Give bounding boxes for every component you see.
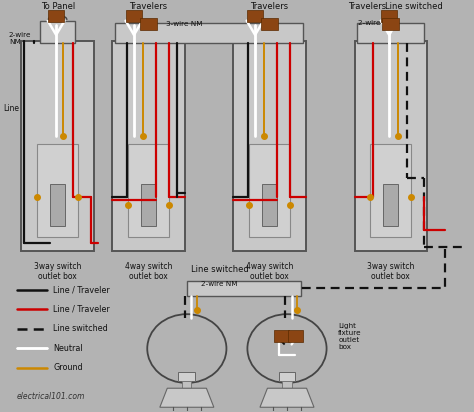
Circle shape (247, 314, 327, 383)
Bar (112, 41, 184, 251)
Bar (48, 10, 64, 22)
Bar (182, 381, 191, 388)
Bar (50, 184, 65, 226)
Text: Travelers: Travelers (348, 2, 386, 11)
Bar (357, 23, 424, 43)
Bar (128, 144, 169, 236)
Bar (355, 41, 427, 251)
Text: Ground: Ground (53, 363, 83, 372)
Polygon shape (260, 388, 314, 407)
Text: Light
fixture
outlet
box: Light fixture outlet box (338, 323, 362, 350)
Bar (383, 184, 398, 226)
Bar (249, 144, 290, 236)
Bar (279, 372, 295, 381)
Bar (40, 21, 75, 43)
Bar (274, 330, 289, 342)
Text: Line: Line (3, 104, 19, 113)
Text: Line switched: Line switched (191, 265, 248, 274)
Text: 3way switch
outlet box: 3way switch outlet box (34, 262, 81, 281)
Text: 2-wire
NM: 2-wire NM (9, 33, 31, 45)
Text: Line / Traveler: Line / Traveler (53, 305, 110, 314)
Bar (21, 41, 94, 251)
Bar (178, 372, 195, 381)
Bar (37, 144, 78, 236)
Text: Line / Traveler: Line / Traveler (53, 286, 110, 294)
Bar (187, 281, 301, 296)
Polygon shape (160, 388, 214, 407)
Bar (233, 41, 306, 251)
Bar (247, 10, 263, 22)
Text: 4way switch
outlet box: 4way switch outlet box (246, 262, 293, 281)
Text: To Panel: To Panel (41, 2, 75, 11)
Text: Travelers: Travelers (129, 2, 167, 11)
Bar (115, 23, 303, 43)
Bar (140, 18, 156, 30)
Text: 3way switch
outlet box: 3way switch outlet box (367, 262, 414, 281)
Circle shape (147, 314, 227, 383)
Bar (383, 18, 399, 30)
Bar (261, 18, 278, 30)
Bar (370, 144, 411, 236)
Bar (141, 184, 155, 226)
Text: Travelers: Travelers (250, 2, 288, 11)
Bar (283, 381, 292, 388)
Text: Neutral: Neutral (53, 344, 83, 353)
Text: 2-wire NM: 2-wire NM (201, 281, 237, 287)
Text: Line switched: Line switched (53, 324, 108, 333)
Text: Line switched: Line switched (385, 2, 443, 11)
Text: 2-wire NM: 2-wire NM (358, 20, 394, 26)
Text: electrical101.com: electrical101.com (17, 392, 85, 401)
Text: 4way switch
outlet box: 4way switch outlet box (125, 262, 172, 281)
Bar (262, 184, 277, 226)
Bar (288, 330, 303, 342)
Text: 3-wire NM: 3-wire NM (166, 21, 203, 26)
Bar (126, 10, 142, 22)
Bar (381, 10, 397, 22)
